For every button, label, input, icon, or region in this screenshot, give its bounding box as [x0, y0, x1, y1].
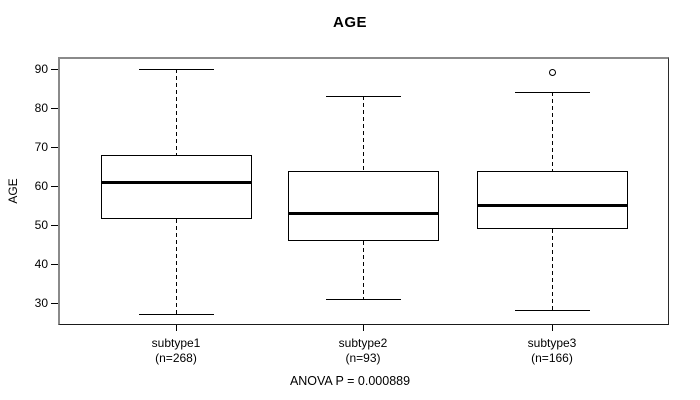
y-tick-mark [51, 68, 58, 70]
x-tick-mark [175, 325, 177, 331]
y-tick-label: 40 [34, 257, 48, 272]
y-tick-label: 60 [34, 179, 48, 194]
y-tick-label: 80 [34, 101, 48, 116]
plot-area-frame [58, 57, 669, 325]
upper-whisker-stem [175, 69, 177, 155]
x-category-count: (n=166) [531, 351, 573, 365]
lower-whisker-cap [514, 310, 590, 312]
anova-annotation: ANOVA P = 0.000889 [289, 374, 411, 388]
median-line [100, 180, 252, 184]
x-category-label: subtype3 (n=166) [487, 336, 617, 366]
x-category-count: (n=268) [155, 351, 197, 365]
y-tick-label: 70 [34, 140, 48, 155]
y-tick-mark [51, 302, 58, 304]
x-category-count: (n=93) [345, 351, 381, 365]
x-tick-mark [551, 325, 553, 331]
y-tick-mark [51, 107, 58, 109]
x-category-name: subtype2 [338, 336, 388, 350]
iqr-box [100, 154, 252, 220]
x-category-name: subtype3 [527, 336, 577, 350]
x-category-label: subtype1 (n=268) [111, 336, 241, 366]
y-tick-mark [51, 185, 58, 187]
iqr-box [287, 170, 439, 241]
lower-whisker-cap [138, 314, 214, 316]
y-tick-mark [51, 224, 58, 226]
x-tick-mark [362, 325, 364, 331]
median-line [287, 211, 439, 215]
x-category-label: subtype2 (n=93) [298, 336, 428, 366]
chart-title: AGE [332, 14, 367, 31]
y-tick-label: 30 [34, 296, 48, 311]
y-tick-label: 50 [34, 218, 48, 233]
lower-whisker-stem [362, 240, 364, 300]
upper-whisker-stem [551, 92, 553, 171]
lower-whisker-stem [551, 229, 553, 311]
iqr-box [476, 170, 628, 230]
upper-whisker-cap [514, 91, 590, 93]
y-tick-mark [51, 146, 58, 148]
lower-whisker-cap [325, 298, 401, 300]
y-tick-mark [51, 263, 58, 265]
x-category-name: subtype1 [151, 336, 201, 350]
lower-whisker-stem [175, 219, 177, 315]
upper-whisker-cap [325, 95, 401, 97]
upper-whisker-cap [138, 68, 214, 70]
upper-whisker-stem [362, 96, 364, 171]
median-line [476, 204, 628, 208]
outlier-point [548, 69, 556, 77]
y-tick-label: 90 [34, 62, 48, 77]
